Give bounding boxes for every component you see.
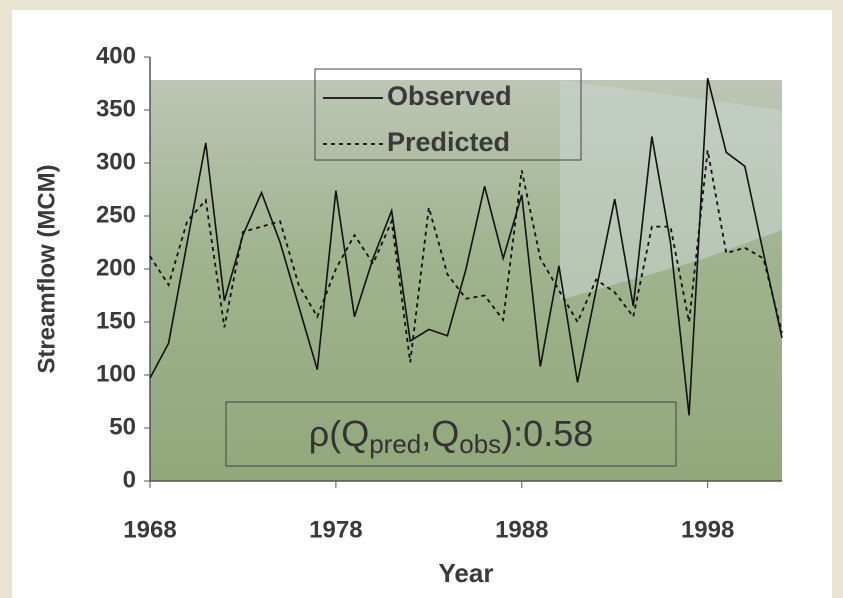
x-tick-label: 1998 bbox=[681, 516, 734, 543]
series-line bbox=[149, 78, 783, 416]
y-tick-label: 250 bbox=[96, 201, 136, 228]
annotation-subscript: pred bbox=[369, 429, 421, 459]
y-tick-label: 400 bbox=[96, 42, 136, 69]
background-lake bbox=[560, 80, 782, 300]
y-tick-label: 50 bbox=[109, 413, 136, 440]
y-tick-label: 300 bbox=[96, 148, 136, 175]
annotation-text: ρ(Q bbox=[309, 413, 369, 454]
legend-label: Observed bbox=[387, 81, 512, 111]
series-line bbox=[149, 150, 783, 363]
annotation-text: ,Q bbox=[421, 413, 459, 454]
annotation-text: ):0.58 bbox=[501, 413, 593, 454]
y-tick-label: 350 bbox=[96, 95, 136, 122]
x-axis-title: Year bbox=[439, 558, 494, 588]
y-axis-title: Streamflow (MCM) bbox=[33, 164, 60, 373]
legend-label: Predicted bbox=[387, 127, 510, 157]
y-tick-label: 150 bbox=[96, 307, 136, 334]
annotation-subscript: obs bbox=[459, 429, 501, 459]
x-tick-label: 1988 bbox=[495, 516, 548, 543]
y-tick-label: 0 bbox=[123, 466, 136, 493]
legend-box bbox=[314, 68, 582, 161]
x-tick-label: 1978 bbox=[309, 516, 362, 543]
y-tick-label: 200 bbox=[96, 254, 136, 281]
x-tick-label: 1968 bbox=[123, 516, 176, 543]
annotation-box bbox=[225, 401, 677, 467]
correlation-annotation: ρ(Qpred,Qobs):0.58 bbox=[309, 413, 594, 459]
y-tick-label: 100 bbox=[96, 360, 136, 387]
